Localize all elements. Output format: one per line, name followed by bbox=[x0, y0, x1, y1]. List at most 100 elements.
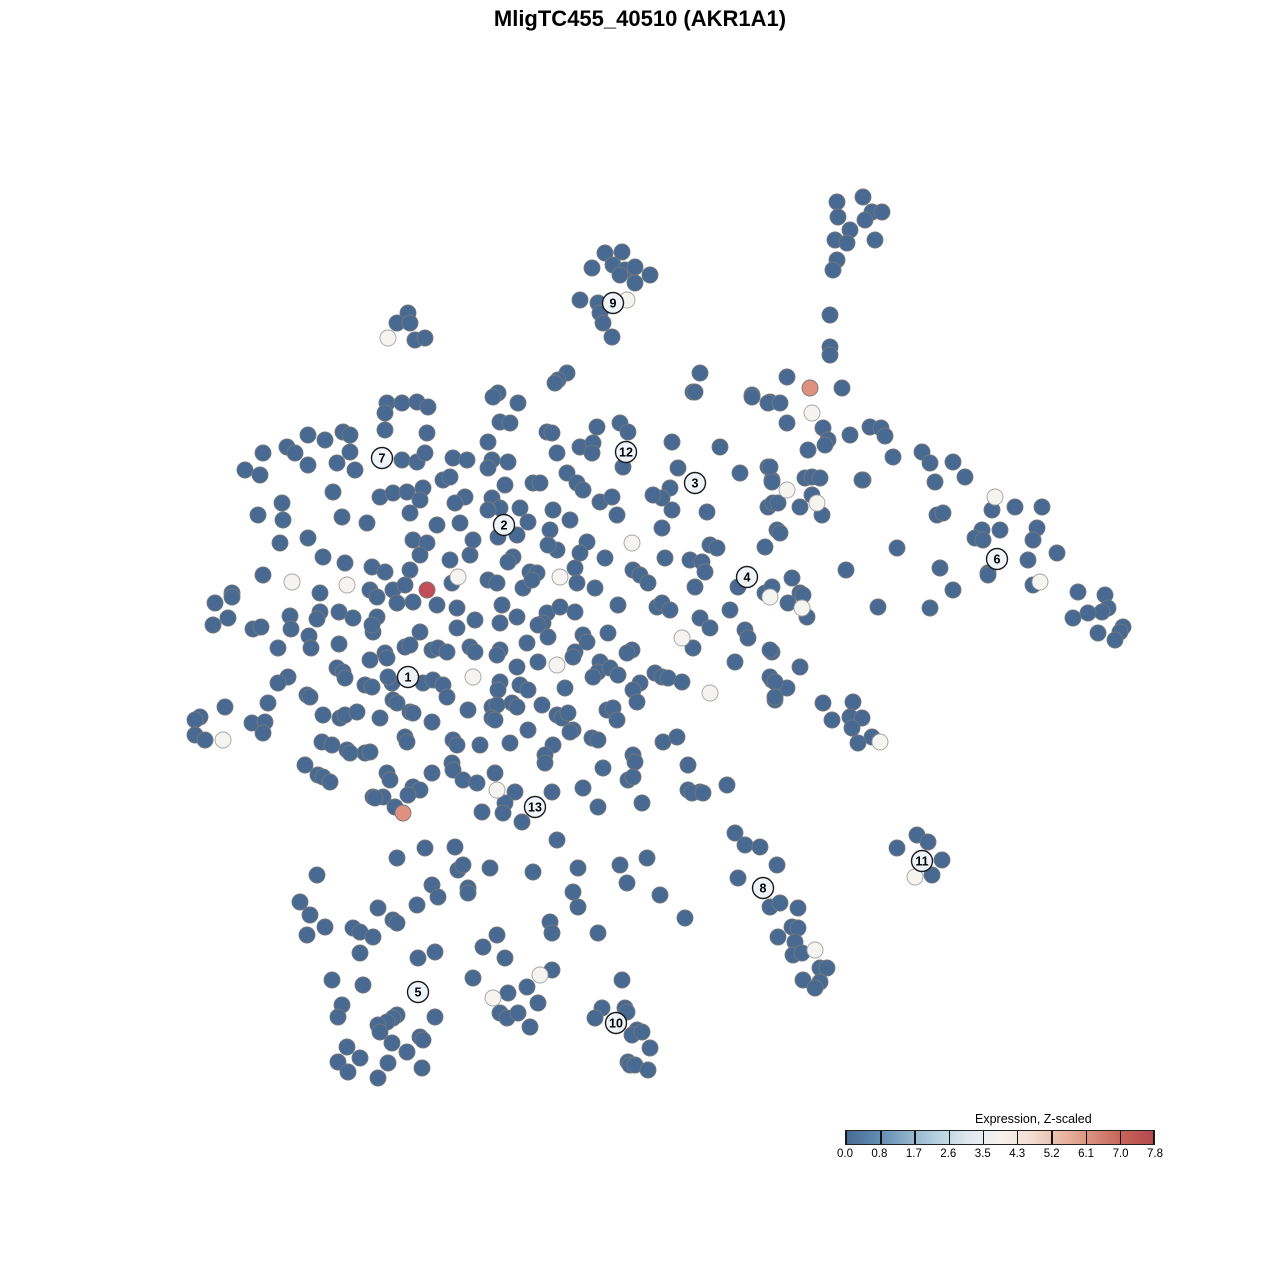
data-point-low-expression bbox=[458, 451, 476, 469]
data-point-low-expression bbox=[624, 768, 642, 786]
data-point-low-expression bbox=[529, 994, 547, 1012]
data-point-low-expression bbox=[589, 924, 607, 942]
data-point-low-expression bbox=[299, 426, 317, 444]
data-point-low-expression bbox=[566, 559, 584, 577]
data-point-low-expression bbox=[611, 856, 629, 874]
data-point-low-expression bbox=[791, 498, 809, 516]
data-point-mid-expression bbox=[551, 568, 569, 586]
data-point-low-expression bbox=[461, 546, 479, 564]
cluster-label-2: 2 bbox=[501, 519, 508, 533]
data-point-low-expression bbox=[369, 899, 387, 917]
data-point-low-expression bbox=[428, 516, 446, 534]
data-point-low-expression bbox=[743, 388, 761, 406]
data-point-low-expression bbox=[519, 513, 537, 531]
data-point-low-expression bbox=[451, 514, 469, 532]
data-point-low-expression bbox=[934, 504, 952, 522]
data-point-low-expression bbox=[708, 539, 726, 557]
data-point-low-expression bbox=[363, 678, 381, 696]
data-point-low-expression bbox=[818, 959, 836, 977]
data-point-low-expression bbox=[768, 856, 786, 874]
data-point-low-expression bbox=[518, 978, 536, 996]
legend-tick-label: 3.5 bbox=[974, 1148, 991, 1160]
data-point-low-expression bbox=[596, 549, 614, 567]
data-point-low-expression bbox=[499, 984, 517, 1002]
data-point-low-expression bbox=[351, 1049, 369, 1067]
data-point-mid-expression bbox=[778, 481, 796, 499]
data-point-low-expression bbox=[613, 243, 631, 261]
cluster-label-1: 1 bbox=[405, 671, 412, 685]
data-point-low-expression bbox=[564, 883, 582, 901]
data-point-mid-expression bbox=[806, 941, 824, 959]
data-point-low-expression bbox=[539, 536, 557, 554]
data-point-low-expression bbox=[501, 414, 519, 432]
cluster-label-8: 8 bbox=[760, 882, 767, 896]
data-point-low-expression bbox=[783, 569, 801, 587]
data-point-low-expression bbox=[543, 924, 561, 942]
data-point-highest-expression bbox=[418, 581, 436, 599]
data-point-low-expression bbox=[316, 431, 334, 449]
data-point-low-expression bbox=[766, 673, 784, 691]
data-point-low-expression bbox=[618, 644, 636, 662]
data-point-low-expression bbox=[329, 1008, 347, 1026]
data-point-low-expression bbox=[296, 756, 314, 774]
cluster-label-5: 5 bbox=[415, 986, 422, 1000]
data-point-low-expression bbox=[416, 329, 434, 347]
data-point-low-expression bbox=[216, 698, 234, 716]
data-point-low-expression bbox=[368, 588, 386, 606]
data-point-low-expression bbox=[854, 188, 872, 206]
data-point-low-expression bbox=[559, 704, 577, 722]
data-point-low-expression bbox=[1093, 603, 1111, 621]
data-point-low-expression bbox=[778, 368, 796, 386]
data-point-low-expression bbox=[414, 1031, 432, 1049]
cluster-label-3: 3 bbox=[692, 477, 699, 491]
data-point-low-expression bbox=[409, 949, 427, 967]
data-point-low-expression bbox=[341, 744, 359, 762]
cluster-label-circle-2 bbox=[492, 513, 516, 537]
data-point-low-expression bbox=[589, 798, 607, 816]
data-point-low-expression bbox=[691, 364, 709, 382]
data-point-low-expression bbox=[814, 694, 832, 712]
cluster-label-7: 7 bbox=[379, 452, 386, 466]
data-point-low-expression bbox=[698, 503, 716, 521]
data-point-low-expression bbox=[506, 783, 524, 801]
data-point-low-expression bbox=[351, 944, 369, 962]
data-point-low-expression bbox=[726, 653, 744, 671]
data-point-low-expression bbox=[388, 594, 406, 612]
data-point-low-expression bbox=[771, 524, 789, 542]
data-point-low-expression bbox=[546, 374, 564, 392]
data-point-low-expression bbox=[204, 616, 222, 634]
data-point-low-expression bbox=[739, 629, 757, 647]
data-point-mid-expression bbox=[214, 731, 232, 749]
data-point-low-expression bbox=[329, 1053, 347, 1071]
data-point-low-expression bbox=[364, 928, 382, 946]
data-point-low-expression bbox=[633, 1023, 651, 1041]
legend-tick-label: 7.8 bbox=[1147, 1148, 1163, 1160]
data-point-low-expression bbox=[923, 866, 941, 884]
data-point-low-expression bbox=[791, 658, 809, 676]
data-point-low-expression bbox=[254, 724, 272, 742]
data-point-low-expression bbox=[823, 711, 841, 729]
data-point-low-expression bbox=[594, 759, 612, 777]
data-point-low-expression bbox=[571, 291, 589, 309]
data-point-low-expression bbox=[888, 539, 906, 557]
legend-tick-label: 1.7 bbox=[905, 1148, 922, 1160]
data-point-low-expression bbox=[921, 599, 939, 617]
data-point-low-expression bbox=[856, 211, 874, 229]
legend-tick-mark bbox=[1051, 1131, 1053, 1144]
data-point-low-expression bbox=[833, 379, 851, 397]
data-point-low-expression bbox=[323, 971, 341, 989]
data-point-low-expression bbox=[308, 866, 326, 884]
legend-tick-mark bbox=[914, 1131, 916, 1144]
data-point-low-expression bbox=[543, 424, 561, 442]
data-point-mid-expression bbox=[379, 329, 397, 347]
data-point-low-expression bbox=[509, 394, 527, 412]
data-point-low-expression bbox=[274, 511, 292, 529]
data-point-low-expression bbox=[186, 711, 204, 729]
legend-tick-label: 4.3 bbox=[1009, 1148, 1026, 1160]
data-point-low-expression bbox=[448, 599, 466, 617]
data-point-low-expression bbox=[254, 444, 272, 462]
data-point-low-expression bbox=[1064, 609, 1082, 627]
data-point-low-expression bbox=[488, 646, 506, 664]
data-point-low-expression bbox=[566, 603, 584, 621]
